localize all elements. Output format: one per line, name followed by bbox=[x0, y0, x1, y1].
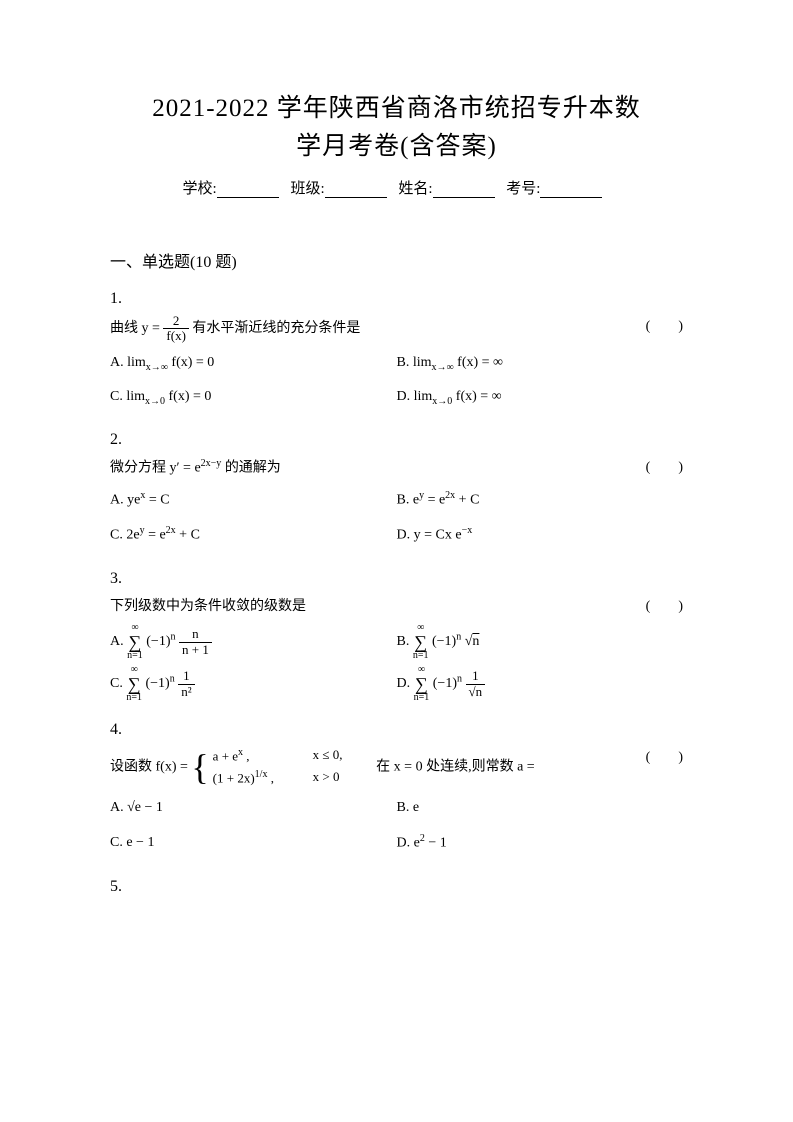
q2-options-row1: A. yex = C B. ey = e2x + C bbox=[110, 485, 683, 516]
q2-optA: A. yex = C bbox=[110, 485, 397, 516]
q1-optC-text: C. limx→0 f(x) = 0 bbox=[110, 389, 211, 404]
q2-optC: C. 2ey = e2x + C bbox=[110, 520, 397, 551]
q3-optC: C. ∞ ∑ n=1 (−1)n 1 n² bbox=[110, 665, 397, 703]
q1-optC: C. limx→0 f(x) = 0 bbox=[110, 382, 397, 413]
blank-school[interactable] bbox=[217, 184, 279, 198]
q1-fraction: 2 f(x) bbox=[163, 314, 189, 344]
main-title-line1: 2021-2022 学年陕西省商洛市统招专升本数 bbox=[110, 90, 683, 128]
q2-optD: D. y = Cx e−x bbox=[397, 520, 684, 551]
q4-optA: A. √e − 1 bbox=[110, 793, 397, 824]
q1-optD-text: D. limx→0 f(x) = ∞ bbox=[397, 389, 502, 404]
section-heading: 一、单选题(10 题) bbox=[110, 248, 683, 272]
label-name: 姓名: bbox=[398, 181, 432, 197]
q4-options-row2: C. e − 1 D. e2 − 1 bbox=[110, 828, 683, 859]
q3-options-row2: C. ∞ ∑ n=1 (−1)n 1 n² D. ∞ ∑ n=1 (−1)n 1… bbox=[110, 665, 683, 703]
q3-options-row1: A. ∞ ∑ n=1 (−1)n n n + 1 B. ∞ ∑ n=1 (−1)… bbox=[110, 623, 683, 661]
label-school: 学校: bbox=[183, 181, 217, 197]
q1-options-row2: C. limx→0 f(x) = 0 D. limx→0 f(x) = ∞ bbox=[110, 382, 683, 413]
q4-number: 4. bbox=[110, 721, 683, 739]
q2-stem-pre: 微分方程 y′ = e bbox=[110, 461, 201, 476]
q2-paren: ( ) bbox=[646, 455, 683, 480]
q1-optD: D. limx→0 f(x) = ∞ bbox=[397, 382, 684, 413]
q3-optA: A. ∞ ∑ n=1 (−1)n n n + 1 bbox=[110, 623, 397, 661]
q2-optB: B. ey = e2x + C bbox=[397, 485, 684, 516]
label-class: 班级: bbox=[290, 181, 324, 197]
q3-optB: B. ∞ ∑ n=1 (−1)n √n bbox=[397, 623, 684, 661]
q1-optA: A. limx→∞ f(x) = 0 bbox=[110, 348, 397, 379]
label-id: 考号: bbox=[506, 181, 540, 197]
blank-class[interactable] bbox=[325, 184, 387, 198]
q1-stem-pre: 曲线 y = bbox=[110, 321, 163, 336]
q4-piecewise: { a + ex , x ≤ 0, (1 + 2x)1/x , x > 0 bbox=[191, 745, 372, 789]
q4-optC: C. e − 1 bbox=[110, 828, 397, 859]
student-info-row: 学校: 班级: 姓名: 考号: bbox=[110, 177, 683, 198]
blank-name[interactable] bbox=[433, 184, 495, 198]
q3-number: 3. bbox=[110, 570, 683, 588]
q1-options-row1: A. limx→∞ f(x) = 0 B. limx→∞ f(x) = ∞ bbox=[110, 348, 683, 379]
q4-stem: 设函数 f(x) = { a + ex , x ≤ 0, (1 + 2x)1/x… bbox=[110, 745, 683, 789]
sum-icon: ∞ ∑ n=1 bbox=[126, 665, 142, 703]
q1-paren: ( ) bbox=[646, 314, 683, 339]
q2-options-row2: C. 2ey = e2x + C D. y = Cx e−x bbox=[110, 520, 683, 551]
q4-optB: B. e bbox=[397, 793, 684, 824]
q4-optD: D. e2 − 1 bbox=[397, 828, 684, 859]
main-title-line2: 学月考卷(含答案) bbox=[110, 128, 683, 166]
brace-icon: { bbox=[191, 749, 208, 785]
q2-number: 2. bbox=[110, 431, 683, 449]
q3-paren: ( ) bbox=[646, 594, 683, 619]
q3-stem: 下列级数中为条件收敛的级数是 ( ) bbox=[110, 594, 683, 619]
q2-stem-post: 的通解为 bbox=[225, 461, 281, 476]
sum-icon: ∞ ∑ n=1 bbox=[413, 623, 429, 661]
q4-options-row1: A. √e − 1 B. e bbox=[110, 793, 683, 824]
q3-optD: D. ∞ ∑ n=1 (−1)n 1 √n bbox=[397, 665, 684, 703]
q4-stem-post: 在 x = 0 处连续,则常数 a = bbox=[376, 759, 535, 774]
blank-id[interactable] bbox=[540, 184, 602, 198]
title-block: 2021-2022 学年陕西省商洛市统招专升本数 学月考卷(含答案) bbox=[110, 90, 683, 165]
q1-number: 1. bbox=[110, 290, 683, 308]
q3-stem-text: 下列级数中为条件收敛的级数是 bbox=[110, 599, 306, 614]
q1-frac-den: f(x) bbox=[163, 329, 189, 343]
q1-optB: B. limx→∞ f(x) = ∞ bbox=[397, 348, 684, 379]
q1-stem: 曲线 y = 2 f(x) 有水平渐近线的充分条件是 ( ) bbox=[110, 314, 683, 344]
q4-paren: ( ) bbox=[646, 745, 683, 770]
q1-optB-text: B. limx→∞ f(x) = ∞ bbox=[397, 355, 504, 370]
q4-stem-pre: 设函数 f(x) = bbox=[110, 759, 191, 774]
q1-optA-text: A. limx→∞ f(x) = 0 bbox=[110, 355, 214, 370]
q1-stem-post: 有水平渐近线的充分条件是 bbox=[192, 321, 360, 336]
sum-icon: ∞ ∑ n=1 bbox=[414, 665, 430, 703]
q5-number: 5. bbox=[110, 878, 683, 896]
q2-stem-sup: 2x−y bbox=[201, 458, 222, 469]
q1-frac-num: 2 bbox=[163, 314, 189, 329]
sum-icon: ∞ ∑ n=1 bbox=[127, 623, 143, 661]
q2-stem: 微分方程 y′ = e2x−y 的通解为 ( ) bbox=[110, 455, 683, 481]
